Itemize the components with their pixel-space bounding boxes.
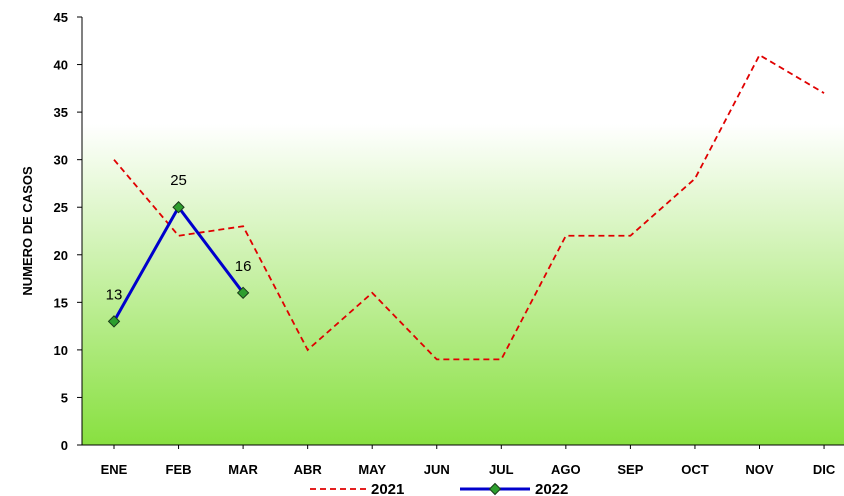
x-tick-label: OCT bbox=[681, 462, 709, 477]
series-layer bbox=[107, 53, 825, 361]
x-tick-label: ENE bbox=[101, 462, 128, 477]
x-tick-label: SEP bbox=[617, 462, 643, 477]
y-tick-label: 30 bbox=[54, 153, 68, 168]
y-tick-label: 35 bbox=[54, 105, 68, 120]
legend-2022-marker bbox=[488, 482, 502, 496]
x-tick-label: NOV bbox=[745, 462, 774, 477]
x-tick-label: DIC bbox=[813, 462, 836, 477]
series-2022-point bbox=[236, 286, 250, 300]
y-tick-label: 5 bbox=[61, 390, 68, 405]
y-tick-label: 20 bbox=[54, 248, 68, 263]
labels-layer: 13 25 16 bbox=[106, 172, 252, 303]
legend-2021-label: 2021 bbox=[371, 481, 404, 496]
y-tick-label: 10 bbox=[54, 343, 68, 358]
x-tick-label: FEB bbox=[166, 462, 192, 477]
data-label: 16 bbox=[235, 258, 252, 275]
legend-2022-label: 2022 bbox=[535, 481, 568, 496]
x-tick-label: MAR bbox=[228, 462, 258, 477]
series-2022-point bbox=[107, 315, 121, 328]
y-axis-title: NUMERO DE CASOS bbox=[20, 166, 35, 296]
y-tick-label: 15 bbox=[54, 295, 68, 310]
series-2022-point bbox=[172, 201, 185, 214]
x-tick-label: JUL bbox=[489, 462, 514, 477]
y-tick-label: 45 bbox=[54, 10, 68, 25]
x-tick-label: AGO bbox=[551, 462, 581, 477]
y-tick-label: 25 bbox=[54, 200, 68, 215]
x-tick-label: JUN bbox=[424, 462, 450, 477]
data-label: 13 bbox=[106, 286, 123, 303]
y-tick-label: 0 bbox=[61, 438, 68, 453]
data-label: 25 bbox=[170, 172, 187, 189]
axes: 0 5 10 15 20 25 30 35 40 45 ENE FEB MAR ABR MAY JUN JUL A… bbox=[54, 10, 844, 477]
legend: 2021 2022 bbox=[310, 481, 568, 496]
series-2021-line bbox=[113, 53, 825, 361]
y-tick-label: 40 bbox=[54, 58, 68, 73]
x-tick-label: ABR bbox=[294, 462, 323, 477]
x-tick-label: MAY bbox=[358, 462, 386, 477]
